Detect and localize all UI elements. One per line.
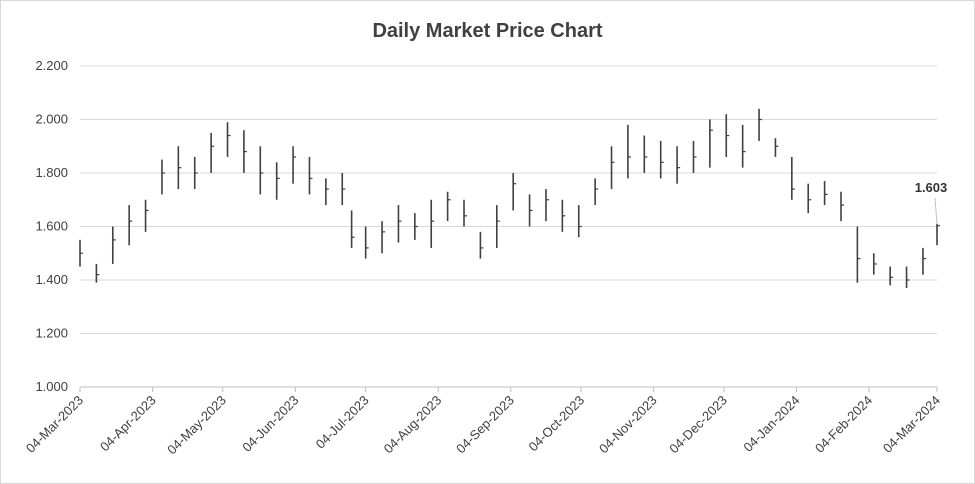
price-bar: [193, 156, 198, 190]
price-bar: [325, 178, 329, 206]
price-bar: [692, 140, 697, 173]
x-tick-label: 04-Mar-2023: [23, 393, 86, 456]
x-axis: 04-Mar-2023 04-Apr-2023 04-May-2023 04-Jun-…: [23, 387, 943, 457]
price-bar: [936, 223, 940, 246]
price-bar: [627, 124, 631, 179]
price-bar: [350, 210, 355, 248]
last-value-label: 1.603: [915, 180, 948, 195]
price-bar: [528, 194, 533, 227]
price-bar: [594, 178, 599, 206]
price-bar: [79, 239, 83, 267]
price-bar: [210, 132, 215, 173]
y-tick-label: 1.800: [35, 165, 68, 180]
price-bar: [463, 199, 468, 227]
price-bar: [725, 114, 730, 157]
price-bar: [791, 156, 795, 200]
price-bar: [922, 247, 926, 275]
price-bar: [643, 135, 648, 173]
price-bar: [144, 199, 149, 232]
x-tick-label: 04-Jul-2023: [313, 393, 372, 452]
price-bar: [226, 122, 231, 157]
x-tick-label: 04-Oct-2023: [526, 393, 588, 455]
price-bar: [758, 108, 763, 141]
y-tick-label: 1.400: [35, 272, 68, 287]
x-tick-label: 04-Mar-2024: [880, 393, 943, 456]
price-bar: [381, 221, 386, 254]
x-tick-label: 04-May-2023: [164, 393, 229, 458]
price-bar: [414, 213, 418, 240]
price-bar: [446, 191, 451, 222]
price-bar: [95, 263, 100, 283]
price-bar: [259, 146, 264, 195]
price-bar: [495, 205, 500, 248]
x-tick-label: 04-Jan-2024: [740, 393, 802, 455]
price-bar: [823, 181, 828, 206]
price-bar: [128, 205, 133, 246]
price-bar: [741, 124, 746, 168]
price-bar: [905, 266, 910, 289]
price-bar: [676, 146, 681, 184]
y-axis: 1.000 1.200 1.400 1.600 1.800 2.000 2.200: [35, 58, 68, 394]
price-bar: [561, 199, 566, 232]
last-value-leader: [934, 197, 938, 224]
y-tick-label: 1.000: [35, 379, 68, 394]
price-bar: [840, 191, 844, 222]
price-bar: [397, 205, 402, 243]
price-bar: [659, 140, 664, 179]
price-bar: [111, 226, 116, 264]
y-tick-label: 1.600: [35, 219, 68, 234]
price-bar: [479, 231, 484, 259]
price-bar: [243, 130, 247, 173]
x-tick-label: 04-Jun-2023: [239, 393, 301, 455]
price-bar: [709, 119, 713, 168]
x-tick-label: 04-Dec-2023: [666, 393, 730, 457]
price-bar: [308, 156, 313, 195]
x-tick-label: 04-Apr-2023: [97, 393, 159, 455]
annotation: 1.603: [915, 180, 948, 224]
price-bar: [292, 146, 297, 184]
price-bar: [364, 226, 369, 259]
gridlines: [80, 65, 937, 388]
price-bar: [872, 253, 877, 275]
price-bar: [856, 226, 861, 283]
x-tick-label: 04-Aug-2023: [381, 393, 445, 457]
price-bar: [512, 173, 517, 211]
price-bar: [807, 183, 812, 214]
x-tick-label: 04-Feb-2024: [812, 393, 875, 456]
price-bar: [177, 146, 182, 190]
price-bar: [545, 189, 549, 222]
x-tick-label: 04-Nov-2023: [596, 393, 660, 457]
price-bar: [430, 199, 435, 248]
ohlc-bars: [79, 108, 940, 289]
y-tick-label: 2.200: [35, 58, 68, 73]
price-bar: [610, 146, 615, 190]
price-bar: [889, 266, 894, 286]
y-tick-label: 1.200: [35, 326, 68, 341]
price-bar: [161, 159, 165, 195]
price-bar: [577, 205, 582, 238]
chart-title: Daily Market Price Chart: [372, 20, 603, 42]
price-bar: [341, 173, 346, 206]
price-bar: [774, 138, 779, 157]
y-tick-label: 2.000: [35, 112, 68, 127]
price-bar: [275, 162, 280, 200]
x-tick-label: 04-Sep-2023: [453, 393, 517, 457]
